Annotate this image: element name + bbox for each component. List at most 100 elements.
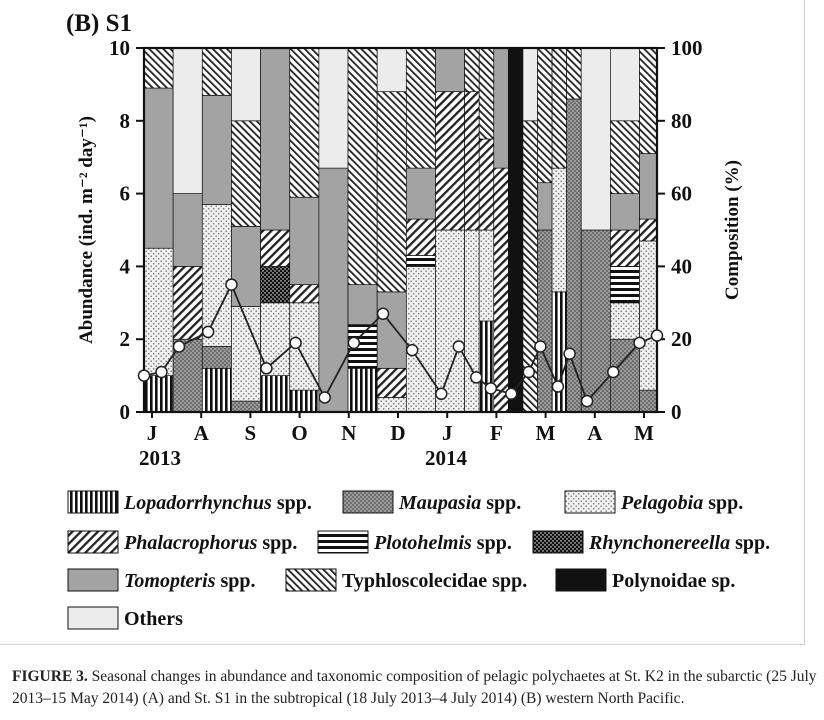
abundance-point	[551, 380, 565, 393]
figure: (B) S1 0 2 4 6 8 10 0 20 40 60 80 100 J A S O N D J F M A M 201…	[0, 0, 817, 707]
abundance-point	[376, 307, 390, 320]
x-tick-label: M	[634, 421, 654, 445]
legend: Lopadorrhynchus spp. Maupasia spp. Pelagob…	[67, 490, 770, 630]
legend-label: Pelagobia spp.	[620, 492, 743, 514]
bar-segment-typh	[231, 120, 261, 227]
y-tick-label-left: 0	[120, 400, 131, 424]
legend-swatch	[342, 490, 394, 514]
abundance-point	[405, 343, 419, 357]
x-tick-label: F	[490, 421, 503, 445]
composition-bar	[522, 47, 538, 413]
bar-segment-tomo	[231, 226, 261, 307]
y-tick-label-right: 100	[671, 36, 703, 60]
bar-segment-typh	[347, 47, 378, 285]
figure-caption: FIGURE 3. Seasonal changes in abundance …	[12, 666, 818, 710]
bar-segment-tomo	[610, 193, 640, 231]
abundance-point	[155, 365, 168, 379]
bar-segment-oth	[580, 47, 611, 231]
y-tick-label-right: 20	[671, 327, 692, 351]
bar-segment-lopa	[201, 367, 232, 413]
bar-segment-pela	[201, 204, 232, 347]
abundance-point	[650, 329, 664, 342]
composition-bar	[201, 47, 232, 413]
abundance-point	[470, 371, 483, 384]
abundance-point	[172, 340, 186, 353]
composition-bar	[464, 47, 480, 413]
x-tick-label: M	[536, 421, 556, 445]
bar-segment-phal	[376, 367, 407, 398]
bar-segment-oth	[231, 47, 261, 122]
x-tick-label: A	[194, 421, 210, 445]
composition-bar	[318, 47, 349, 413]
year-label: 2014	[425, 446, 468, 470]
legend-item-maup: Maupasia spp.	[342, 490, 521, 514]
abundance-point	[201, 325, 215, 339]
composition-bars	[143, 47, 658, 413]
legend-label: Rhynchonereella spp.	[588, 532, 770, 554]
legend-label: Plotohelmis spp.	[373, 532, 512, 554]
bar-segment-phal	[610, 229, 640, 267]
caption-text: Seasonal changes in abundance and taxono…	[12, 668, 817, 707]
bar-segment-lopa	[347, 367, 378, 413]
legend-item-oth: Others	[67, 606, 183, 630]
y-tick-label-right: 80	[671, 109, 692, 133]
legend-swatch	[67, 530, 119, 554]
composition-bar	[478, 47, 495, 413]
bar-segment-oth	[172, 47, 203, 194]
caption-label: FIGURE 3.	[12, 668, 88, 685]
abundance-polyline	[143, 282, 658, 403]
y-tick-label-left: 4	[120, 254, 131, 278]
abundance-point	[607, 365, 620, 379]
y-tick-label-left: 2	[120, 327, 131, 351]
abundance-line	[137, 278, 664, 408]
x-tick-label: S	[245, 421, 257, 445]
abundance-point	[452, 340, 466, 353]
abundance-point	[484, 382, 498, 395]
legend-item-poly: Polynoidae sp.	[555, 568, 735, 592]
bar-segment-tomo	[260, 47, 291, 231]
legend-item-phal: Phalacrophorus spp.	[67, 530, 297, 554]
abundance-point	[347, 336, 361, 350]
legend-swatch	[317, 530, 369, 554]
composition-bar	[143, 47, 174, 413]
x-tick-label: O	[291, 421, 307, 445]
abundance-point	[260, 362, 273, 375]
bar-segment-tomo	[289, 196, 320, 285]
abundance-point	[633, 336, 646, 350]
bar-segment-lopa	[260, 375, 291, 413]
bar-segment-tomo	[143, 87, 174, 249]
x-tick-label: D	[390, 421, 405, 445]
composition-bar	[493, 47, 509, 413]
x-tick-label: A	[587, 421, 603, 445]
bar-segment-typh	[143, 47, 174, 89]
x-tick-label: J	[147, 421, 158, 445]
composition-bar	[231, 47, 261, 413]
legend-swatch	[67, 568, 119, 592]
abundance-point	[137, 369, 151, 382]
legend-label: Maupasia spp.	[398, 492, 521, 514]
legend-swatch	[67, 490, 119, 514]
bar-segment-oth	[318, 47, 349, 169]
bar-segment-phal	[172, 266, 203, 340]
bar-segment-tomo	[318, 167, 349, 413]
legend-swatch	[285, 568, 337, 592]
bar-segment-tomo	[201, 94, 232, 205]
y-tick-label-right: 60	[671, 182, 692, 206]
abundance-point	[580, 394, 594, 408]
legend-swatch	[555, 568, 607, 592]
abundance-point	[522, 365, 535, 379]
legend-item-pela: Pelagobia spp.	[564, 490, 743, 514]
abundance-point	[563, 347, 576, 361]
legend-swatch	[67, 606, 119, 630]
legend-label: Others	[124, 608, 183, 630]
y-tick-label-left: 6	[120, 182, 131, 206]
abundance-point	[289, 336, 302, 350]
composition-bar	[435, 47, 465, 413]
year-label: 2013	[139, 446, 181, 470]
bar-segment-pela	[231, 306, 261, 402]
abundance-point	[318, 391, 331, 404]
composition-bar	[347, 47, 378, 413]
y-tick-label-left: 10	[109, 36, 130, 60]
legend-item-typh: Typhloscolecidae spp.	[285, 568, 527, 592]
